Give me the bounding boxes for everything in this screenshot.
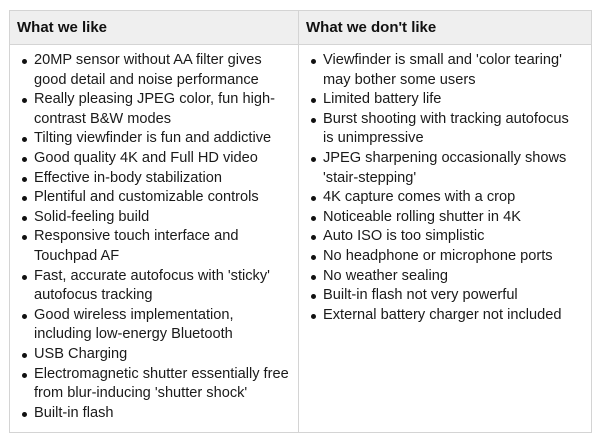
like-item: USB Charging <box>22 345 290 365</box>
dislikes-header: What we don't like <box>298 10 592 45</box>
dislike-item: No headphone or microphone ports <box>311 247 583 267</box>
like-item: Built-in flash <box>22 404 290 424</box>
dislike-item: No weather sealing <box>311 267 583 287</box>
dislike-item: Built-in flash not very powerful <box>311 286 583 306</box>
dislike-item: Burst shooting with tracking autofocus i… <box>311 110 583 149</box>
likes-cell: 20MP sensor without AA filter gives good… <box>9 44 299 433</box>
dislike-item: JPEG sharpening occasionally shows 'stai… <box>311 149 583 188</box>
like-item: Solid-feeling build <box>22 208 290 228</box>
pros-cons-table: What we like What we don't like 20MP sen… <box>9 10 592 433</box>
likes-list: 20MP sensor without AA filter gives good… <box>10 51 290 423</box>
dislike-item: 4K capture comes with a crop <box>311 188 583 208</box>
like-item: Plentiful and customizable controls <box>22 188 290 208</box>
likes-header: What we like <box>9 10 299 45</box>
like-item: 20MP sensor without AA filter gives good… <box>22 51 290 90</box>
like-item: Responsive touch interface and Touchpad … <box>22 227 290 266</box>
like-item: Effective in-body stabilization <box>22 169 290 189</box>
dislike-item: Viewfinder is small and 'color tearing' … <box>311 51 583 90</box>
like-item: Tilting viewfinder is fun and addictive <box>22 129 290 149</box>
like-item: Good quality 4K and Full HD video <box>22 149 290 169</box>
dislikes-list: Viewfinder is small and 'color tearing' … <box>299 51 583 325</box>
dislike-item: Auto ISO is too simplistic <box>311 227 583 247</box>
like-item: Electromagnetic shutter essentially free… <box>22 365 290 404</box>
dislike-item: Noticeable rolling shutter in 4K <box>311 208 583 228</box>
like-item: Fast, accurate autofocus with 'sticky' a… <box>22 267 290 306</box>
like-item: Really pleasing JPEG color, fun high-con… <box>22 90 290 129</box>
dislike-item: Limited battery life <box>311 90 583 110</box>
dislike-item: External battery charger not included <box>311 306 583 326</box>
dislikes-cell: Viewfinder is small and 'color tearing' … <box>298 44 592 433</box>
like-item: Good wireless implementation, including … <box>22 306 290 345</box>
